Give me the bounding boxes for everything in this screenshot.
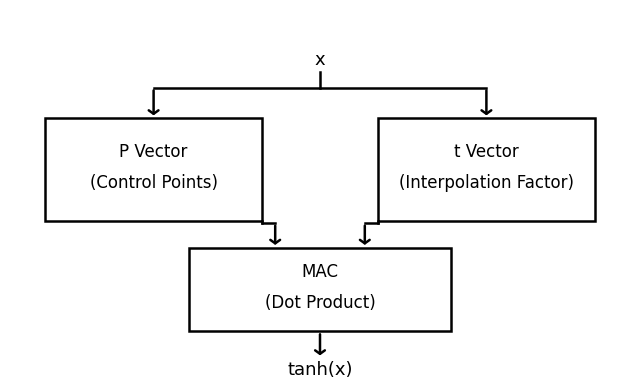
- Text: MAC: MAC: [301, 263, 339, 282]
- Text: (Dot Product): (Dot Product): [264, 294, 376, 312]
- Text: t Vector: t Vector: [454, 143, 519, 162]
- FancyBboxPatch shape: [378, 118, 595, 221]
- Text: P Vector: P Vector: [120, 143, 188, 162]
- FancyBboxPatch shape: [189, 248, 451, 331]
- FancyBboxPatch shape: [45, 118, 262, 221]
- Text: (Interpolation Factor): (Interpolation Factor): [399, 174, 574, 192]
- Text: (Control Points): (Control Points): [90, 174, 218, 192]
- Text: tanh(x): tanh(x): [287, 360, 353, 379]
- Text: x: x: [315, 51, 325, 69]
